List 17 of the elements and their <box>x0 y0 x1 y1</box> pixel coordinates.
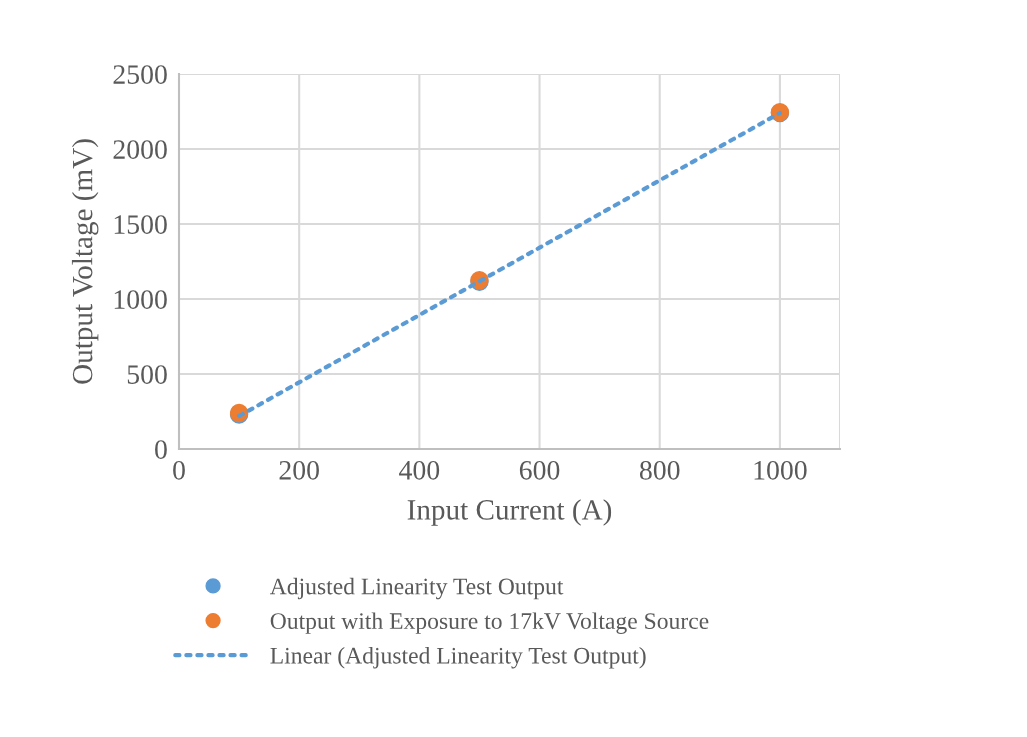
legend-label: Output with Exposure to 17kV Voltage Source <box>270 612 709 634</box>
y-tick-label: 0 <box>155 440 167 459</box>
x-tick-label: 1000 <box>754 460 807 480</box>
x-tick-label: 400 <box>399 460 440 480</box>
y-tick-label: 500 <box>127 365 167 384</box>
x-tick-label: 0 <box>173 460 185 480</box>
y-tick-label: 2000 <box>113 140 167 159</box>
x-tick-label: 800 <box>639 460 680 480</box>
y-axis-title: Output Voltage (mV) <box>71 139 99 384</box>
x-tick-label: 200 <box>279 460 319 480</box>
y-tick-label: 1500 <box>114 215 167 234</box>
y-tick-label: 1000 <box>114 290 167 309</box>
y-tick-label: 2500 <box>113 65 167 84</box>
x-tick-label: 600 <box>519 460 560 480</box>
x-axis-title: Input Current (A) <box>407 499 612 526</box>
legend-label: Linear (Adjusted Linearity Test Output) <box>270 647 646 669</box>
legend-label: Adjusted Linearity Test Output <box>269 577 564 600</box>
